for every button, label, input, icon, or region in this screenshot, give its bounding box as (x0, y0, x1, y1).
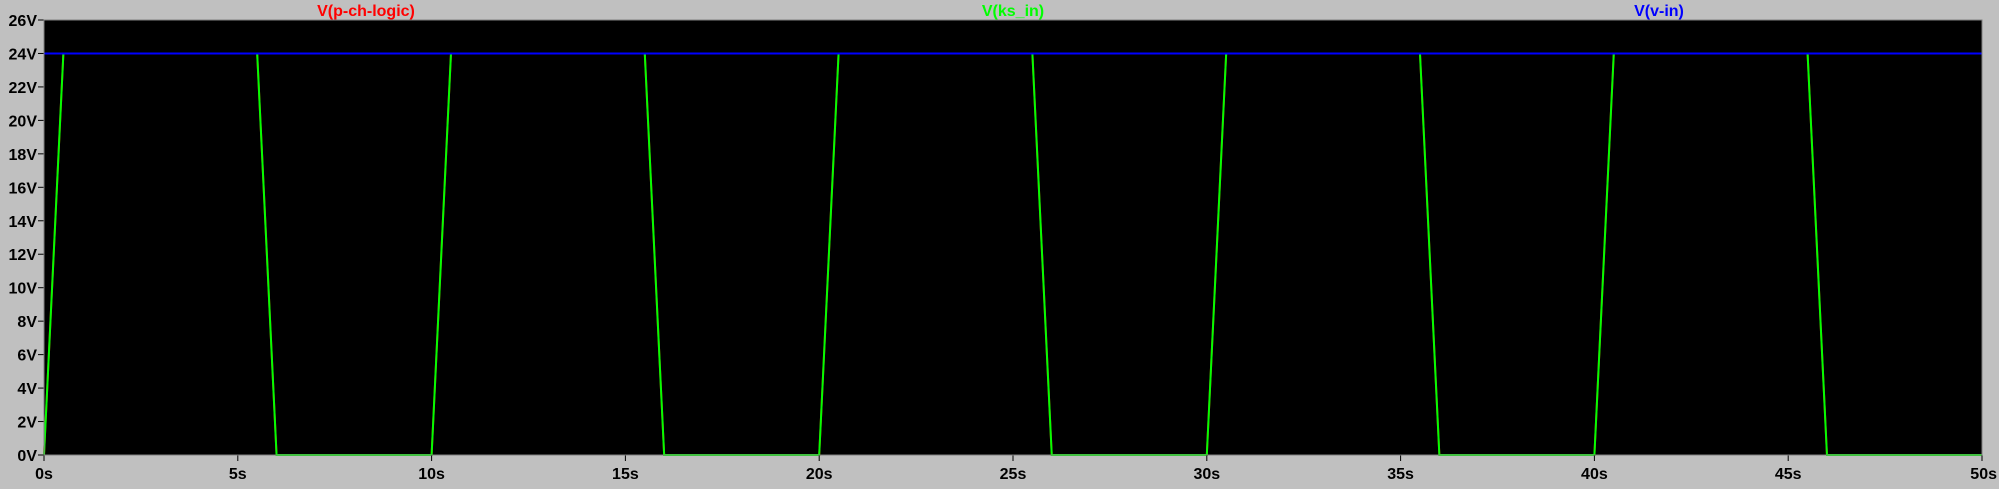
x-tick-label: 45s (1775, 466, 1802, 483)
x-tick-label: 40s (1581, 466, 1608, 483)
x-tick-label: 0s (35, 466, 53, 483)
legend-label-v-p-ch-logic[interactable]: V(p-ch-logic) (317, 3, 415, 20)
y-tick-label: 2V (17, 415, 37, 432)
y-tick-label: 10V (9, 281, 38, 298)
legend-label-v-ks-in[interactable]: V(ks_in) (982, 3, 1044, 20)
y-tick-label: 4V (17, 381, 37, 398)
y-tick-label: 26V (9, 13, 38, 30)
y-axis: 0V 2V 4V 6V 8V 10V 12V 14V 16V 18V 20V 22V 24V 26V (9, 13, 44, 465)
plot-area[interactable] (44, 20, 1982, 455)
x-tick-label: 15s (612, 466, 639, 483)
legend-label-v-v-in[interactable]: V(v-in) (1634, 3, 1684, 20)
y-tick-label: 22V (9, 80, 38, 97)
x-tick-label: 5s (229, 466, 247, 483)
y-tick-label: 20V (9, 113, 38, 130)
x-tick-label: 20s (806, 466, 833, 483)
y-tick-label: 16V (9, 180, 38, 197)
y-tick-label: 14V (9, 214, 38, 231)
x-tick-label: 25s (1000, 466, 1027, 483)
x-axis: 0s 5s 10s 15s 20s 25s 30s 35s 40s 45s 50s (35, 455, 1997, 483)
y-tick-label: 18V (9, 147, 38, 164)
y-tick-label: 8V (17, 314, 37, 331)
x-tick-label: 35s (1387, 466, 1414, 483)
y-tick-label: 6V (17, 348, 37, 365)
x-tick-label: 30s (1193, 466, 1220, 483)
y-tick-label: 24V (9, 46, 38, 63)
y-tick-label: 12V (9, 247, 38, 264)
x-tick-label: 50s (1970, 466, 1997, 483)
legend: V(p-ch-logic) V(ks_in) V(v-in) (317, 3, 1684, 20)
y-tick-label: 0V (17, 448, 37, 465)
plot-area-border (43, 19, 1983, 456)
x-tick-label: 10s (418, 466, 445, 483)
